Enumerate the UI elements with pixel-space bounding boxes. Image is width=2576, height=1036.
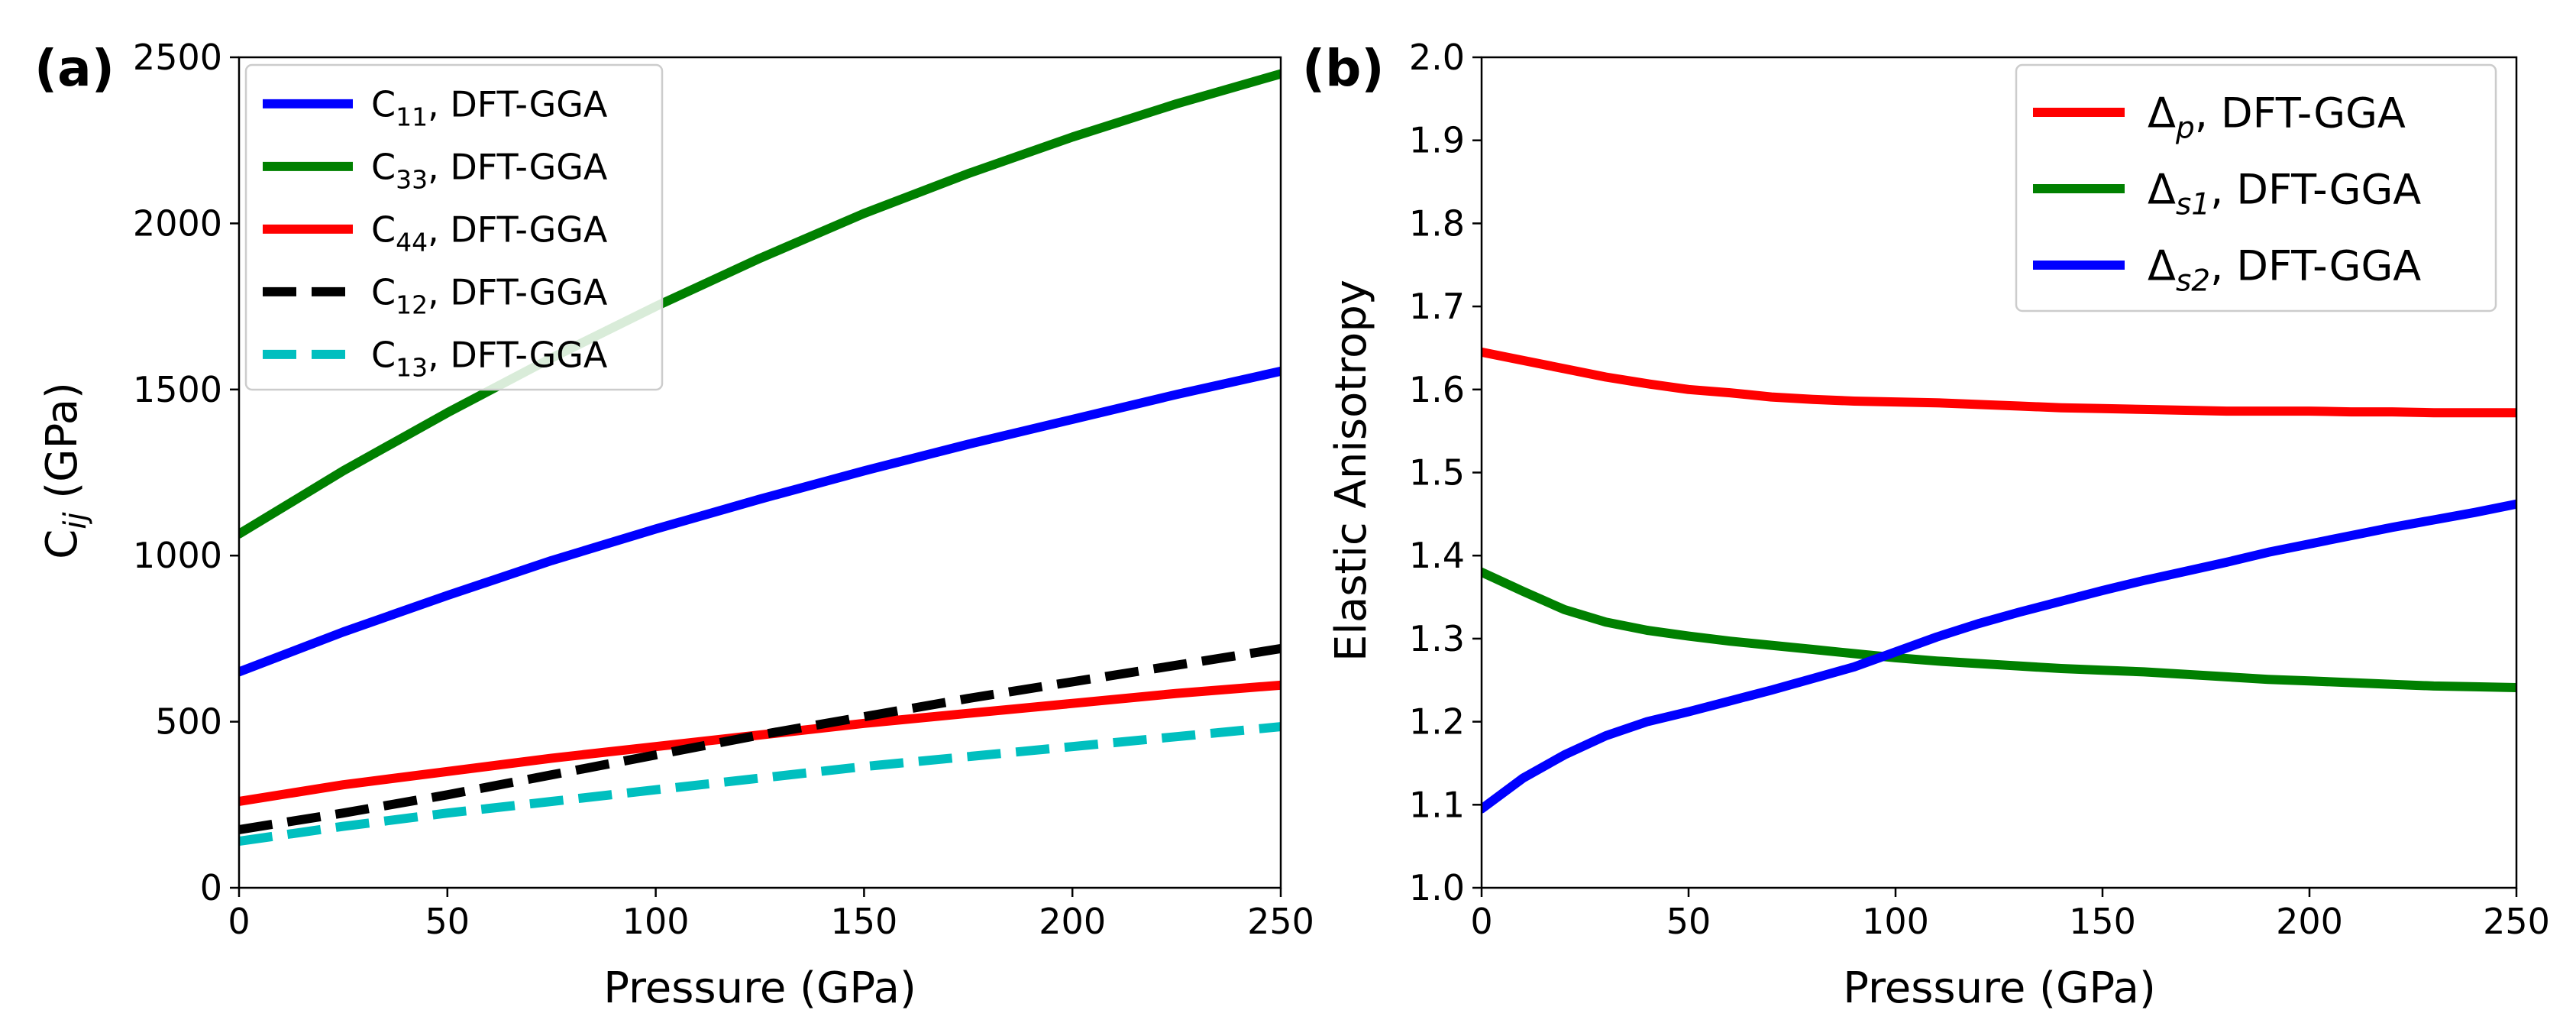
y-tick-label: 1.8 [1409,202,1465,244]
y-axis-label-a: Cij (GPa) [37,382,93,559]
series-line-12 [239,643,1281,834]
x-tick-label: 150 [830,901,897,942]
legend-label-s2: Δs2, DFT-GGA [2148,241,2421,298]
panel-a: (a) 0 50 100 150 200 25005001000150020002500 … [34,37,1314,1013]
legend-label-33: C33, DFT-GGA [371,146,608,194]
legend-label-p: Δp, DFT-GGA [2148,89,2406,145]
x-axis-label-a: Pressure (GPa) [603,963,916,1013]
y-tick-label: 1.4 [1409,535,1465,576]
y-axis-label-b: Elastic Anisotropy [1327,280,1376,662]
x-tick-label: 200 [1039,901,1106,942]
x-axis-label-b: Pressure (GPa) [1843,963,2156,1013]
plot-frame-a [238,56,1282,889]
x-tick-label: 150 [2069,901,2136,942]
plot-frame-b [1480,56,2518,889]
y-tick-label: 1.5 [1409,452,1465,494]
x-tick-label: 0 [1470,901,1492,942]
y-tick-label: 1500 [133,369,222,410]
y-tick-label: 2500 [133,37,222,78]
legend-a: C11, DFT-GGA C33, DFT-GGA C44, DFT-GGA C12,… [244,63,664,391]
legend-label-13: C13, DFT-GGA [371,334,608,382]
y-tick-label: 0 [200,867,222,908]
series-layer-a [239,69,1281,847]
legend-label-12: C12, DFT-GGA [371,271,608,319]
y-tick-label: 500 [155,701,222,743]
x-tick-label: 50 [425,901,470,942]
legend-label-44: C44, DFT-GGA [371,209,608,257]
series-line-s2 [1482,499,2516,814]
series-line-13 [239,722,1281,847]
legend-b: Δp, DFT-GGA Δs1, DFT-GGA Δs2, DFT-GGA [2015,63,2497,312]
x-tick-label: 50 [1666,901,1711,942]
y-tick-label: 1.9 [1409,120,1465,161]
legend-label-11: C11, DFT-GGA [371,83,608,131]
legend-box [244,63,664,391]
series-line-p [1482,347,2516,418]
panel-b: (b) 0 50 100 150 200 250 1.0 1.1 1.2 1.3 1.4 1.5 1.6… [1302,37,2550,1013]
x-tick-label: 100 [1862,901,1929,942]
panel-label-a: (a) [34,39,115,98]
x-tick-label: 250 [2483,901,2550,942]
y-tick-label: 2000 [133,202,222,244]
y-tick-label: 1.0 [1409,867,1465,908]
y-tick-label: 1.3 [1409,618,1465,659]
legend-label-s1: Δs1, DFT-GGA [2148,165,2421,222]
y-tick-label: 2.0 [1409,37,1465,78]
series-line-s1 [1482,567,2516,692]
series-line-11 [239,366,1281,677]
series-layer-b [1482,347,2516,814]
series-line-33 [239,69,1281,539]
y-tick-label: 1.7 [1409,286,1465,327]
x-tick-label: 200 [2276,901,2343,942]
y-tick-label: 1.1 [1409,784,1465,825]
x-tick-label: 0 [228,901,250,942]
y-tick-label: 1000 [133,535,222,576]
tick-layer-b: 0 50 100 150 200 250 1.0 1.1 1.2 1.3 1.4 1.5 1.6 1.7 1… [1409,37,2550,942]
x-tick-label: 250 [1247,901,1314,942]
x-tick-label: 100 [622,901,690,942]
y-tick-label: 1.2 [1409,701,1465,743]
y-tick-label: 1.6 [1409,369,1465,410]
panel-label-b: (b) [1302,39,1385,98]
legend-box [2015,63,2497,312]
series-line-44 [239,680,1281,806]
